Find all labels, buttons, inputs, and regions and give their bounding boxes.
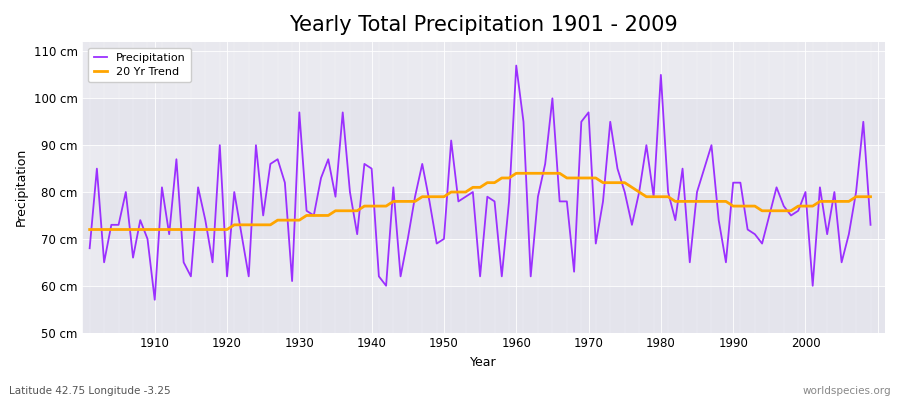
20 Yr Trend	[504, 176, 515, 180]
Precipitation	[526, 274, 536, 279]
20 Yr Trend	[142, 227, 153, 232]
20 Yr Trend	[345, 208, 356, 213]
20 Yr Trend	[605, 180, 616, 185]
Precipitation	[352, 232, 363, 236]
Bar	[83, 286, 885, 332]
Bar	[83, 145, 885, 192]
Title: Yearly Total Precipitation 1901 - 2009: Yearly Total Precipitation 1901 - 2009	[289, 15, 678, 35]
X-axis label: Year: Year	[471, 356, 497, 369]
20 Yr Trend	[865, 194, 876, 199]
Bar	[83, 239, 885, 286]
Y-axis label: Precipitation: Precipitation	[15, 148, 28, 226]
Bar	[83, 98, 885, 145]
20 Yr Trend	[85, 227, 95, 232]
Precipitation	[612, 166, 623, 171]
Line: Precipitation: Precipitation	[90, 66, 870, 300]
20 Yr Trend	[518, 171, 529, 176]
Precipitation	[149, 297, 160, 302]
Line: 20 Yr Trend: 20 Yr Trend	[90, 173, 870, 230]
Precipitation	[85, 246, 95, 251]
Text: Latitude 42.75 Longitude -3.25: Latitude 42.75 Longitude -3.25	[9, 386, 171, 396]
Precipitation	[142, 236, 153, 241]
Bar	[83, 52, 885, 98]
Text: worldspecies.org: worldspecies.org	[803, 386, 891, 396]
Bar	[83, 192, 885, 239]
Precipitation	[518, 119, 529, 124]
Legend: Precipitation, 20 Yr Trend: Precipitation, 20 Yr Trend	[88, 48, 191, 82]
20 Yr Trend	[302, 213, 312, 218]
Precipitation	[865, 222, 876, 227]
Precipitation	[309, 213, 320, 218]
Precipitation	[511, 63, 522, 68]
20 Yr Trend	[511, 171, 522, 176]
